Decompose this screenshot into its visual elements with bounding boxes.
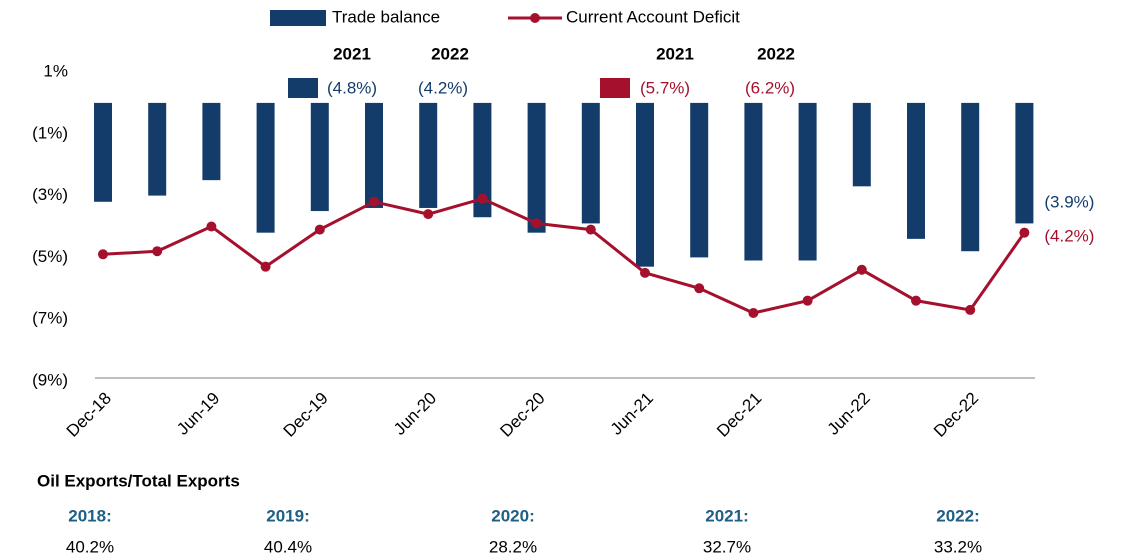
annual-value: (4.2%) — [418, 78, 468, 97]
footer-year: 2022: — [936, 506, 979, 525]
bar — [148, 102, 167, 196]
point — [585, 224, 596, 235]
line — [102, 197, 1026, 315]
bar — [473, 102, 492, 218]
bar — [256, 102, 275, 233]
footer-year: 2020: — [491, 506, 534, 525]
y-tick-label: (3%) — [32, 185, 68, 204]
point — [856, 264, 867, 275]
bar — [852, 102, 871, 187]
x-tick-label: Jun-20 — [390, 389, 440, 439]
point — [314, 224, 325, 235]
point — [640, 267, 650, 278]
footer-value: 33.2% — [934, 537, 982, 556]
point — [98, 249, 108, 260]
legend-label: Trade balance — [332, 7, 440, 26]
annual-value: (6.2%) — [745, 78, 795, 97]
footer-year: 2019: — [266, 506, 309, 525]
y-tick-label: 1% — [43, 61, 68, 80]
bar — [94, 102, 112, 202]
x-tick-label: Jun-21 — [607, 389, 657, 439]
point — [1019, 227, 1030, 238]
legend-label: Current Account Deficit — [566, 7, 740, 26]
x-tick-label: Dec-19 — [280, 389, 332, 441]
bar — [961, 102, 980, 252]
data-label: (4.2%) — [1044, 226, 1094, 245]
bar — [202, 102, 221, 181]
bar — [690, 102, 709, 258]
footer-year: 2021: — [705, 506, 748, 525]
y-tick-label: (7%) — [32, 309, 68, 328]
point — [802, 295, 813, 306]
x-tick-label: Jun-22 — [824, 389, 874, 439]
bar — [1015, 102, 1034, 224]
x-tick-label: Jun-19 — [173, 389, 223, 439]
y-tick-label: (5%) — [32, 247, 68, 266]
footer-title: Oil Exports/Total Exports — [37, 471, 240, 490]
y-tick-label: (9%) — [32, 370, 68, 389]
point — [477, 193, 488, 204]
x-tick-label: Dec-21 — [713, 389, 765, 441]
annual-swatch — [288, 78, 318, 98]
annual-swatch — [600, 78, 630, 98]
x-tick-label: Dec-22 — [930, 389, 982, 441]
annual-year: 2022 — [757, 44, 795, 63]
annual-year: 2021 — [333, 44, 371, 63]
point — [965, 304, 976, 315]
footer-value: 28.2% — [489, 537, 537, 556]
annual-value: (4.8%) — [327, 78, 377, 97]
y-tick-label: (1%) — [32, 123, 68, 142]
footer-value: 40.4% — [264, 537, 312, 556]
annual-year: 2022 — [431, 44, 469, 63]
bar — [907, 102, 925, 239]
point — [911, 295, 921, 306]
bar — [798, 102, 817, 261]
point — [423, 209, 434, 220]
legend-swatch — [530, 13, 540, 23]
point — [152, 246, 163, 257]
point — [748, 308, 759, 319]
point — [531, 218, 542, 229]
footer-value: 32.7% — [703, 537, 751, 556]
annual-year: 2021 — [656, 44, 694, 63]
point — [206, 221, 217, 232]
x-tick-label: Dec-18 — [63, 389, 115, 441]
bar — [636, 102, 654, 267]
bar — [365, 102, 383, 208]
bar — [744, 102, 763, 261]
point — [369, 196, 379, 207]
annual-value: (5.7%) — [640, 78, 690, 97]
bar — [581, 102, 600, 224]
footer-year: 2018: — [68, 506, 111, 525]
bar — [527, 102, 546, 233]
point — [694, 283, 705, 294]
point — [260, 261, 271, 272]
legend-swatch — [270, 10, 326, 26]
bar — [419, 102, 438, 208]
x-tick-label: Dec-20 — [496, 389, 548, 441]
data-label: (3.9%) — [1044, 192, 1094, 211]
footer-value: 40.2% — [66, 537, 114, 556]
bar — [310, 102, 329, 212]
